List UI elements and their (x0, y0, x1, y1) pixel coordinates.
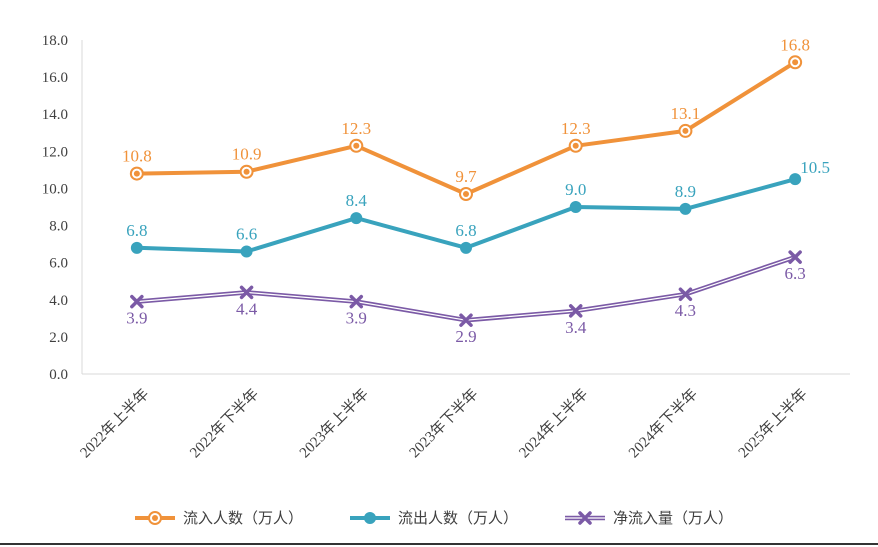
data-label: 3.9 (126, 309, 147, 328)
data-label: 6.8 (126, 221, 147, 240)
legend-label: 流入人数（万人） (183, 509, 303, 527)
data-label: 3.9 (346, 309, 367, 328)
data-point (788, 250, 802, 264)
y-tick-label: 0.0 (49, 367, 68, 383)
data-point (789, 173, 802, 186)
data-label: 8.9 (675, 182, 696, 201)
data-point (679, 202, 692, 215)
x-tick-label: 2022年上半年 (77, 386, 153, 462)
data-point (568, 304, 583, 318)
data-point (349, 294, 364, 309)
data-point (130, 241, 143, 254)
data-point (350, 212, 363, 225)
data-label: 6.8 (455, 221, 476, 240)
data-label: 6.6 (236, 225, 257, 244)
data-label: 6.3 (785, 264, 806, 283)
y-tick-label: 4.0 (49, 293, 68, 309)
bottom-divider (0, 543, 878, 545)
series-2: 6.8 6.6 8.4 6.8 9.0 8.9 10.5 (126, 158, 830, 258)
series-layer: 10.8 10.9 12.3 9.7 12.3 13.1 16.8 6.8 6.6 8.4 6.8 9… (122, 35, 830, 346)
y-tick-label: 14.0 (42, 107, 68, 123)
data-point-core (682, 127, 689, 134)
x-tick-label: 2024年下半年 (625, 386, 701, 462)
data-label: 4.4 (236, 299, 258, 318)
data-label: 10.9 (232, 145, 262, 164)
data-label: 2.9 (455, 327, 476, 346)
y-tick-label: 10.0 (42, 181, 68, 197)
data-point (459, 313, 473, 327)
data-label: 8.4 (346, 191, 368, 210)
data-label: 12.3 (341, 119, 371, 138)
data-label: 10.5 (800, 158, 830, 177)
data-point-core (572, 142, 579, 149)
data-label: 12.3 (561, 119, 591, 138)
x-tick-label: 2025年上半年 (735, 386, 811, 462)
x-tick-label: 2023年下半年 (406, 386, 482, 462)
y-tick-label: 12.0 (42, 144, 68, 160)
legend-swatch-marker (578, 511, 592, 525)
series-1: 10.8 10.9 12.3 9.7 12.3 13.1 16.8 (122, 35, 810, 202)
x-tick-label: 2022年下半年 (187, 386, 263, 462)
legend-item: 净流入量（万人） (565, 509, 733, 527)
legend-swatch-marker-core (152, 515, 158, 521)
data-point (678, 287, 693, 301)
data-point (130, 294, 144, 309)
legend: 流入人数（万人） 流出人数（万人） 净流入量（万人） (135, 509, 733, 527)
y-tick-label: 6.0 (49, 256, 68, 272)
series-3: 3.9 4.4 3.9 2.9 3.4 4.3 6.3 (126, 250, 806, 346)
data-label: 9.0 (565, 180, 586, 199)
data-point-core (243, 168, 250, 175)
x-tick-label: 2024年上半年 (516, 386, 592, 462)
data-label: 13.1 (671, 104, 701, 123)
data-label: 4.3 (675, 301, 696, 320)
data-point-core (792, 59, 799, 66)
y-tick-label: 8.0 (49, 219, 68, 235)
data-point (569, 201, 582, 213)
data-label: 16.8 (780, 35, 810, 54)
data-point (460, 241, 472, 254)
data-point (240, 245, 253, 258)
data-point-core (353, 142, 360, 149)
data-point-core (463, 191, 469, 198)
legend-item: 流入人数（万人） (135, 509, 303, 527)
legend-item: 流出人数（万人） (350, 509, 518, 527)
data-label: 9.7 (455, 167, 477, 186)
data-point (239, 285, 254, 300)
legend-label: 流出人数（万人） (398, 509, 518, 527)
y-tick-label: 2.0 (49, 330, 68, 346)
data-label: 10.8 (122, 147, 152, 166)
data-point-core (133, 170, 140, 177)
y-tick-label: 16.0 (42, 70, 68, 86)
legend-label: 净流入量（万人） (613, 509, 733, 527)
legend-swatch-marker (364, 512, 376, 524)
x-tick-label: 2023年上半年 (296, 386, 372, 462)
y-tick-label: 18.0 (42, 33, 68, 49)
data-label: 3.4 (565, 318, 587, 337)
